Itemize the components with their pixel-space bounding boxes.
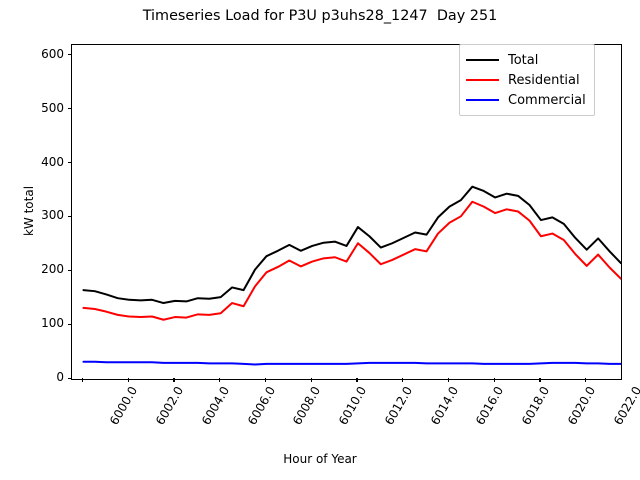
x-tick-mark [356, 378, 358, 382]
x-tick-label: 6008.0 [290, 384, 324, 428]
y-tick-mark [67, 323, 71, 325]
y-tick-label: 600 [41, 46, 64, 61]
y-tick-mark [67, 215, 71, 217]
y-tick-label: 500 [41, 100, 64, 115]
x-tick-mark [219, 378, 221, 382]
x-tick-mark [173, 378, 175, 382]
x-tick-mark [264, 378, 267, 382]
y-tick-label: 100 [41, 316, 64, 331]
x-tick-mark [493, 378, 495, 382]
x-axis-label: Hour of Year [283, 452, 357, 466]
x-tick-label: 6012.0 [381, 384, 416, 428]
plot-lines [82, 185, 621, 366]
x-tick-label: 6006.0 [244, 384, 278, 428]
legend-label: Total [508, 52, 539, 68]
x-tick-mark [585, 378, 587, 382]
y-tick-mark [67, 377, 71, 379]
x-tick-mark [310, 378, 312, 382]
x-tick-label: 6022.0 [610, 384, 640, 428]
legend-item-residential: Residential [466, 70, 586, 90]
x-tick-label: 6018.0 [519, 384, 553, 428]
x-tick-mark [402, 378, 404, 382]
x-tick-label: 6004.0 [198, 384, 233, 428]
series-line-residential [82, 200, 621, 321]
legend-swatch-total [466, 59, 499, 61]
y-tick-mark [67, 269, 71, 271]
series-line-commercial [82, 360, 621, 366]
legend-swatch-residential [466, 79, 499, 81]
legend-item-total: Total [466, 50, 586, 70]
x-tick-mark [127, 378, 129, 382]
x-tick-label: 6000.0 [107, 384, 141, 428]
series-line-total [82, 185, 621, 305]
x-tick-label: 6014.0 [427, 384, 461, 428]
legend-label: Commercial [508, 92, 586, 108]
y-tick-label: 0 [56, 370, 64, 384]
legend-item-commercial: Commercial [466, 90, 586, 110]
x-tick-mark [81, 378, 84, 382]
chart-title: Timeseries Load for P3U p3uhs28_1247 Day… [142, 8, 498, 24]
x-tick-label: 6020.0 [564, 384, 599, 428]
x-tick-mark [539, 378, 541, 382]
y-tick-mark [67, 54, 71, 56]
legend-swatch-commercial [466, 99, 499, 101]
y-tick-label: 300 [41, 208, 64, 223]
chart-legend: Total Residential Commercial [459, 44, 595, 116]
legend-label: Residential [508, 72, 580, 88]
y-tick-mark [67, 108, 71, 110]
x-tick-label: 6016.0 [473, 384, 507, 428]
y-tick-label: 400 [41, 154, 64, 169]
x-tick-label: 6010.0 [336, 384, 370, 428]
y-tick-label: 200 [41, 262, 64, 277]
x-tick-label: 6002.0 [153, 384, 187, 428]
y-tick-mark [67, 162, 71, 164]
x-tick-mark [447, 378, 450, 382]
